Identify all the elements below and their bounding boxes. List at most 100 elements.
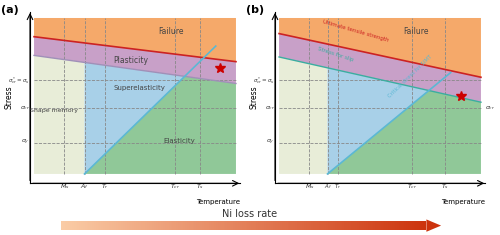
Polygon shape <box>132 221 134 230</box>
Polygon shape <box>162 221 164 230</box>
Polygon shape <box>270 221 271 230</box>
Polygon shape <box>344 221 346 230</box>
Polygon shape <box>194 221 196 230</box>
Text: (b): (b) <box>246 5 264 15</box>
Polygon shape <box>81 221 83 230</box>
Polygon shape <box>190 221 192 230</box>
Text: Plasticity: Plasticity <box>114 56 148 65</box>
Polygon shape <box>422 221 424 230</box>
Polygon shape <box>34 37 236 83</box>
Polygon shape <box>304 221 306 230</box>
Polygon shape <box>226 221 228 230</box>
Polygon shape <box>337 221 338 230</box>
Polygon shape <box>282 221 284 230</box>
Polygon shape <box>187 221 189 230</box>
Polygon shape <box>256 221 258 230</box>
Polygon shape <box>414 221 416 230</box>
Polygon shape <box>416 221 418 230</box>
Polygon shape <box>112 221 114 230</box>
Text: Failure: Failure <box>404 27 429 35</box>
Polygon shape <box>264 221 266 230</box>
Polygon shape <box>234 221 236 230</box>
Polygon shape <box>377 221 379 230</box>
Polygon shape <box>64 221 66 230</box>
Polygon shape <box>63 221 64 230</box>
Text: Stress: Stress <box>250 86 258 109</box>
Polygon shape <box>172 221 174 230</box>
Polygon shape <box>357 221 359 230</box>
Polygon shape <box>410 221 412 230</box>
Polygon shape <box>248 221 249 230</box>
Polygon shape <box>302 221 304 230</box>
Polygon shape <box>83 221 85 230</box>
Polygon shape <box>158 221 160 230</box>
Polygon shape <box>105 221 106 230</box>
Polygon shape <box>85 221 86 230</box>
Polygon shape <box>61 221 63 230</box>
Polygon shape <box>246 221 248 230</box>
Text: $T_s$: $T_s$ <box>196 182 203 191</box>
Polygon shape <box>258 221 260 230</box>
Polygon shape <box>242 221 244 230</box>
Polygon shape <box>244 221 246 230</box>
Polygon shape <box>296 221 298 230</box>
Polygon shape <box>125 221 127 230</box>
Polygon shape <box>216 221 218 230</box>
Polygon shape <box>298 221 300 230</box>
Polygon shape <box>326 221 328 230</box>
Polygon shape <box>364 221 366 230</box>
Polygon shape <box>84 63 184 174</box>
Polygon shape <box>169 221 170 230</box>
Text: $\sigma_{cr}$: $\sigma_{cr}$ <box>20 105 30 112</box>
Text: Superelasticity: Superelasticity <box>113 85 165 91</box>
Polygon shape <box>207 221 209 230</box>
Polygon shape <box>222 221 224 230</box>
Polygon shape <box>262 221 264 230</box>
Polygon shape <box>402 221 404 230</box>
Polygon shape <box>318 221 320 230</box>
Polygon shape <box>286 221 288 230</box>
Polygon shape <box>178 221 180 230</box>
Polygon shape <box>150 221 152 230</box>
Text: $T_r$: $T_r$ <box>334 182 341 191</box>
Polygon shape <box>279 34 481 102</box>
Polygon shape <box>280 221 282 230</box>
Polygon shape <box>138 221 140 230</box>
Polygon shape <box>372 221 374 230</box>
Polygon shape <box>360 221 362 230</box>
Polygon shape <box>275 221 276 230</box>
Polygon shape <box>426 219 441 232</box>
Text: Failure: Failure <box>158 27 184 35</box>
Polygon shape <box>412 221 414 230</box>
Polygon shape <box>142 221 143 230</box>
Text: Ni loss rate: Ni loss rate <box>222 209 278 219</box>
Polygon shape <box>313 221 315 230</box>
Polygon shape <box>293 221 295 230</box>
Polygon shape <box>229 221 231 230</box>
Polygon shape <box>253 221 254 230</box>
Polygon shape <box>408 221 410 230</box>
Polygon shape <box>176 221 178 230</box>
Polygon shape <box>276 221 278 230</box>
Polygon shape <box>424 221 426 230</box>
Polygon shape <box>96 221 98 230</box>
Text: $\sigma_{cr}^* = \sigma_s$: $\sigma_{cr}^* = \sigma_s$ <box>8 75 30 86</box>
Polygon shape <box>342 221 344 230</box>
Polygon shape <box>70 221 72 230</box>
Text: Stress for slip: Stress for slip <box>317 47 354 63</box>
Polygon shape <box>185 221 187 230</box>
Polygon shape <box>330 221 332 230</box>
Polygon shape <box>419 221 421 230</box>
Polygon shape <box>328 221 330 230</box>
Polygon shape <box>359 221 360 230</box>
Polygon shape <box>238 221 240 230</box>
Polygon shape <box>382 221 384 230</box>
Text: Ultimate tensile strength: Ultimate tensile strength <box>322 20 390 43</box>
Polygon shape <box>390 221 392 230</box>
Polygon shape <box>368 221 370 230</box>
Polygon shape <box>212 221 214 230</box>
Polygon shape <box>346 221 348 230</box>
Polygon shape <box>90 221 92 230</box>
Polygon shape <box>278 221 280 230</box>
Polygon shape <box>320 221 322 230</box>
